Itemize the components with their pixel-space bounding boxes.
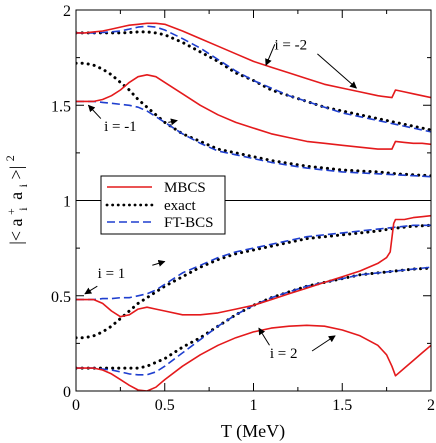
y-tick-label: 0.5 xyxy=(51,289,71,306)
ylabel-plus: + xyxy=(4,208,18,215)
legend-entry-mbcs: MBCS xyxy=(107,180,206,196)
annotation-arrow xyxy=(87,104,102,119)
ylabel-i2: i xyxy=(16,183,30,187)
annotation-label: i = -2 xyxy=(274,37,307,53)
series-line-exact-im2 xyxy=(76,30,431,132)
annotation-arrow xyxy=(265,44,276,66)
series-layer xyxy=(76,22,431,391)
annotation-arrow xyxy=(84,285,98,295)
ylabel-close: >| xyxy=(6,166,26,180)
series-line-mbcs-im1 xyxy=(76,74,431,150)
x-axis-label: T (MeV) xyxy=(221,421,285,442)
annotation-arrow xyxy=(258,327,270,346)
annotations: i = -2 i = -1 i = 1 i = 2 xyxy=(84,37,357,362)
ylabel-exp: 2 xyxy=(3,155,17,161)
annotation-arrow xyxy=(317,53,357,89)
series-line-exact-i2 xyxy=(76,266,431,370)
ylabel-a2: a xyxy=(6,192,26,200)
legend-entry-exact: exact xyxy=(105,198,196,214)
series-line-ft-bcs-i2 xyxy=(76,266,431,376)
y-tick-label: 0 xyxy=(63,384,71,401)
x-tick-label: 2 xyxy=(427,397,435,414)
annotation-label: i = 2 xyxy=(270,346,298,362)
y-tick-label: 1 xyxy=(63,194,71,211)
annotation-label: i = 1 xyxy=(98,266,126,282)
y-tick-label: 2 xyxy=(63,3,71,20)
series-line-ft-bcs-im1 xyxy=(76,100,431,178)
y-tick-label: 1.5 xyxy=(51,98,71,115)
legend-entry-ftbcs: FT-BCS xyxy=(107,215,213,231)
legend-label-ftbcs: FT-BCS xyxy=(164,215,213,231)
series-line-mbcs-im2 xyxy=(76,22,431,99)
x-tick-label: 1.5 xyxy=(332,397,352,414)
annotation-arrow xyxy=(168,118,178,126)
annotation-label: i = -1 xyxy=(104,119,137,135)
x-tick-label: 0.5 xyxy=(155,397,175,414)
legend-label-mbcs: MBCS xyxy=(164,180,206,196)
series-line-ft-bcs-i1 xyxy=(76,224,431,301)
series-line-exact-i1 xyxy=(76,223,431,340)
ylabel-open: |< xyxy=(6,231,26,245)
ylabel-i1: i xyxy=(16,207,30,211)
legend: MBCS exact FT-BCS xyxy=(100,175,226,235)
ylabel-a: a xyxy=(6,218,26,226)
legend-label-exact: exact xyxy=(164,198,196,214)
x-tick-label: 0 xyxy=(72,397,80,414)
legend-box xyxy=(100,175,226,235)
annotation-arrow xyxy=(311,335,336,352)
annotation-arrow xyxy=(152,259,166,267)
series-line-exact-im1 xyxy=(76,61,431,178)
series-line-ft-bcs-im2 xyxy=(76,25,431,133)
y-axis-label: |< a + i a i >| 2 xyxy=(0,155,31,245)
plot-frame xyxy=(75,9,432,392)
series-line-mbcs-i2 xyxy=(76,324,431,391)
x-tick-label: 1 xyxy=(250,397,258,414)
svg-text:|< a + i: |< a + i a i >| 2 xyxy=(0,155,31,245)
series-line-mbcs-i1 xyxy=(76,214,431,318)
